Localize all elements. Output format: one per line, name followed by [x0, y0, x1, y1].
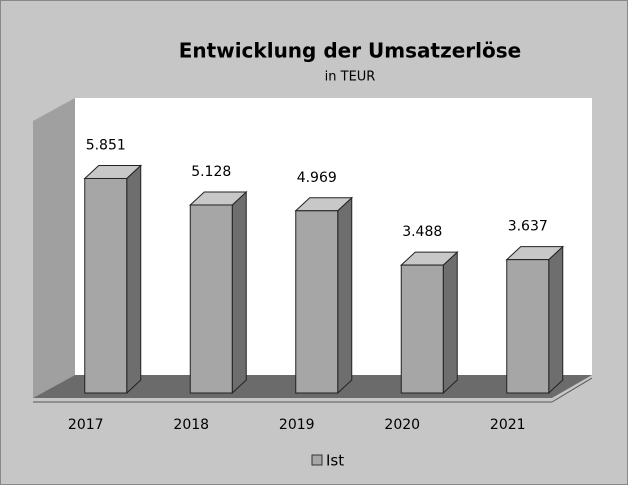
value-label: 4.969	[297, 170, 337, 186]
x-axis-depth	[551, 377, 593, 403]
value-label: 5.851	[86, 137, 126, 153]
chart-subtitle: in TEUR	[325, 70, 376, 85]
legend-label: Ist	[326, 452, 344, 470]
bar	[506, 259, 550, 394]
chart-title: Entwicklung der Umsatzerlöse	[179, 39, 521, 63]
legend-swatch	[311, 454, 323, 466]
bar	[400, 264, 444, 394]
bar	[84, 177, 128, 394]
value-label: 3.637	[508, 219, 548, 235]
bar-side	[442, 250, 458, 395]
x-tick-label: 2018	[173, 417, 209, 433]
value-label: 5.128	[191, 164, 231, 180]
bar	[189, 204, 233, 394]
x-tick-label: 2020	[384, 417, 420, 433]
bar-side	[337, 196, 353, 395]
x-tick-label: 2019	[279, 417, 315, 433]
bar	[295, 210, 339, 394]
bar-side	[126, 164, 142, 395]
x-tick-label: 2021	[490, 417, 526, 433]
side-wall	[33, 98, 75, 398]
value-label: 3.488	[402, 224, 442, 240]
bar-side	[548, 245, 564, 395]
bar-side	[231, 190, 247, 395]
x-tick-label: 2017	[68, 417, 104, 433]
